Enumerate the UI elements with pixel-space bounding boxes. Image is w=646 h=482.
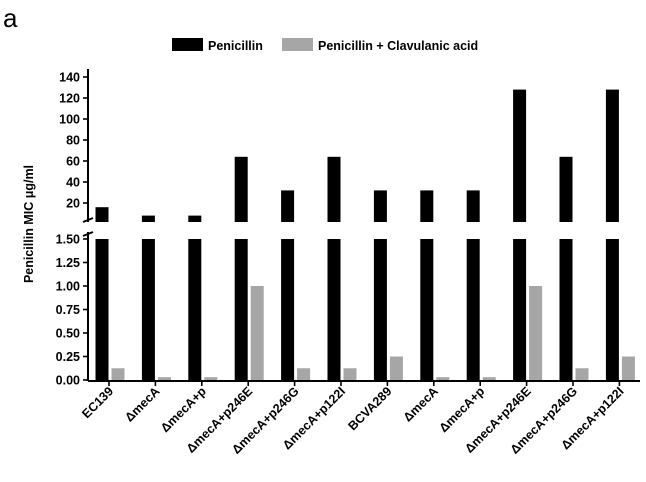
y-tick-label-lower: 1.25 <box>56 256 80 270</box>
legend-label-penicillin: Penicillin <box>208 39 263 53</box>
bar-penicillin <box>141 239 155 380</box>
y-tick-label-upper: 140 <box>59 71 80 85</box>
y-tick-label-lower: 0.75 <box>56 303 80 317</box>
bar-penicillin <box>95 207 109 222</box>
y-tick-label-lower: 1.50 <box>56 233 80 247</box>
panel-letter: a <box>3 3 18 33</box>
x-category-label: EC139 <box>79 384 116 421</box>
y-tick-label-upper: 60 <box>66 155 80 169</box>
bar-penicillin <box>234 156 248 222</box>
y-tick-label-upper: 100 <box>59 113 80 127</box>
bar-penicillin <box>373 190 387 222</box>
bar-penicillin-clavulanic <box>204 377 218 380</box>
y-tick-label-lower: 0.25 <box>56 350 80 364</box>
bar-penicillin <box>141 215 155 222</box>
y-tick-label-upper: 80 <box>66 134 80 148</box>
bar-penicillin <box>95 239 109 380</box>
bar-penicillin-clavulanic <box>157 377 171 380</box>
bar-penicillin-clavulanic <box>343 368 357 380</box>
bar-penicillin <box>281 239 295 380</box>
legend-swatch-penicillin <box>172 38 203 51</box>
bar-penicillin-clavulanic <box>575 368 589 380</box>
bar-penicillin-clavulanic <box>621 356 635 380</box>
y-axis-break-mark <box>82 231 94 237</box>
bar-penicillin <box>281 190 295 222</box>
bar-penicillin-clavulanic <box>436 377 450 380</box>
bar-penicillin <box>559 239 573 380</box>
bar-penicillin-clavulanic <box>111 368 125 380</box>
bar-penicillin <box>188 215 202 222</box>
x-category-label: BCVA289 <box>345 384 394 433</box>
y-tick-label-upper: 20 <box>66 197 80 211</box>
y-tick-label-lower: 0.00 <box>56 374 80 388</box>
bar-penicillin <box>420 190 434 222</box>
y-tick-label-lower: 1.00 <box>56 280 80 294</box>
bar-penicillin <box>513 89 527 222</box>
bar-penicillin <box>559 156 573 222</box>
x-category-label: ΔmecA <box>122 384 162 424</box>
axes: 20 40 60 80 100 120 140 0.00 0.25 0.50 0.75 1.00 1.2… <box>56 69 640 388</box>
bar-penicillin <box>420 239 434 380</box>
bar-penicillin <box>466 239 480 380</box>
bar-penicillin <box>234 239 248 380</box>
bar-penicillin <box>605 89 619 222</box>
legend: Penicillin Penicillin + Clavulanic acid <box>172 38 478 53</box>
bar-penicillin <box>188 239 202 380</box>
bar-penicillin <box>466 190 480 222</box>
bar-penicillin <box>605 239 619 380</box>
legend-label-penicillin-clavulanic: Penicillin + Clavulanic acid <box>318 39 478 53</box>
bar-penicillin-clavulanic <box>529 286 543 380</box>
bar-penicillin-clavulanic <box>250 286 264 380</box>
category-labels: EC139 ΔmecAΔmecA+pΔmecA+p246EΔmecA+p246GΔ… <box>79 384 626 457</box>
bars <box>95 89 635 386</box>
y-axis-break-mark <box>82 217 94 223</box>
bar-penicillin <box>373 239 387 380</box>
y-tick-label-upper: 40 <box>66 176 80 190</box>
bar-penicillin-clavulanic <box>389 356 403 380</box>
y-tick-label-lower: 0.50 <box>56 327 80 341</box>
y-axis-label: Penicillin MIC μg/ml <box>22 165 36 283</box>
bar-penicillin <box>327 156 341 222</box>
bar-penicillin-clavulanic <box>482 377 496 380</box>
bar-penicillin-clavulanic <box>297 368 311 380</box>
y-tick-label-upper: 120 <box>59 92 80 106</box>
bar-penicillin <box>327 239 341 380</box>
bar-penicillin <box>513 239 527 380</box>
x-category-label: ΔmecA <box>401 384 441 424</box>
legend-swatch-penicillin-clavulanic <box>282 38 313 51</box>
